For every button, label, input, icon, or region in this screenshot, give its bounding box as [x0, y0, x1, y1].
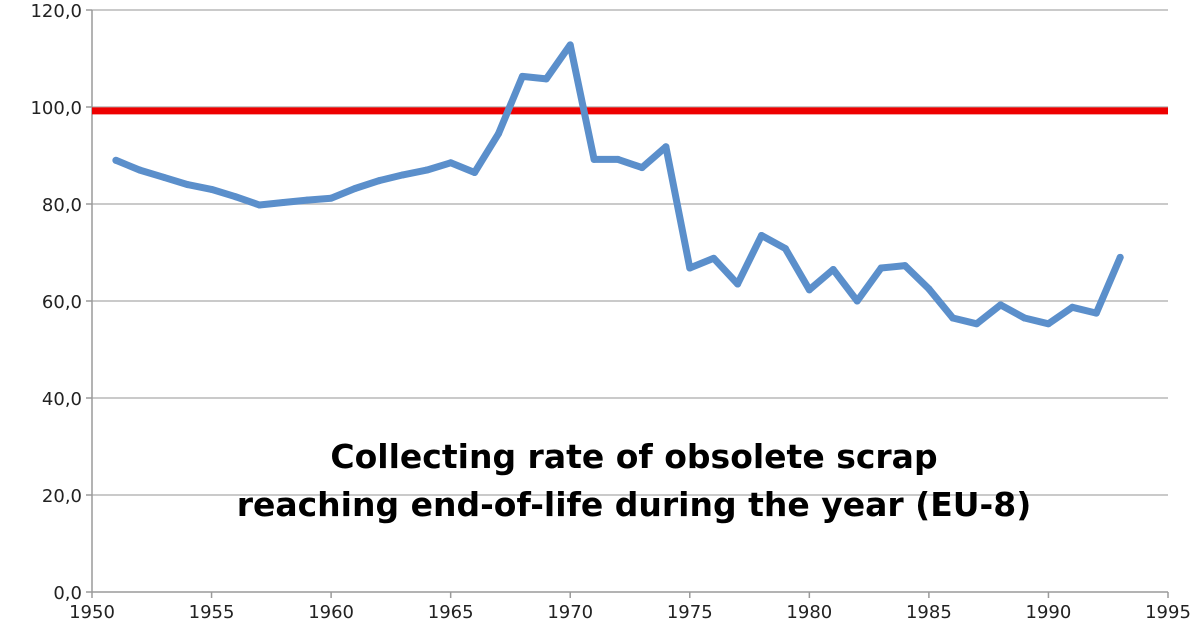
data-point-1972: [614, 155, 622, 163]
x-tick-label-1: 1955: [189, 602, 235, 623]
data-point-1968: [518, 72, 526, 80]
y-tick-label-4: 80,0: [42, 195, 82, 216]
data-point-1989: [1021, 314, 1029, 322]
data-point-1991: [1068, 303, 1076, 311]
data-point-1958: [279, 199, 287, 207]
data-point-1971: [590, 155, 598, 163]
data-point-1970: [566, 41, 574, 49]
data-point-1986: [949, 314, 957, 322]
data-point-1966: [471, 168, 479, 176]
data-point-1983: [877, 264, 885, 272]
data-point-1975: [686, 264, 694, 272]
y-tick-label-3: 60,0: [42, 292, 82, 313]
x-tick-label-3: 1965: [428, 602, 474, 623]
data-point-1978: [758, 232, 766, 240]
x-tick-label-5: 1975: [667, 602, 713, 623]
data-point-1956: [231, 193, 239, 201]
y-tick-label-6: 120,0: [30, 1, 82, 22]
y-tick-label-2: 40,0: [42, 389, 82, 410]
data-point-1953: [160, 173, 168, 181]
gridlines: [92, 9, 1168, 496]
y-tick-label-5: 100,0: [30, 98, 82, 119]
x-tick-label-8: 1990: [1026, 602, 1072, 623]
data-point-1974: [662, 143, 670, 151]
axes: [86, 9, 1169, 598]
data-point-1990: [1044, 320, 1052, 328]
data-point-1984: [901, 262, 909, 270]
data-point-1967: [494, 130, 502, 138]
data-point-1976: [710, 254, 718, 262]
series-layer: [112, 41, 1124, 328]
data-point-1979: [781, 245, 789, 253]
y-tick-label-1: 20,0: [42, 486, 82, 507]
data-point-1959: [303, 196, 311, 204]
series-line-0: [112, 41, 1124, 328]
data-point-1960: [327, 194, 335, 202]
data-point-1952: [136, 166, 144, 174]
tick-labels: 0,0 20,0 40,0 60,0 80,0 100,0 120,0 1950 1955 196…: [30, 1, 1190, 623]
annotation-line-1: Collecting rate of obsolete scrap: [330, 437, 937, 476]
data-point-1954: [184, 181, 192, 189]
data-point-1962: [375, 177, 383, 185]
data-point-1961: [351, 184, 359, 192]
data-point-1964: [423, 166, 431, 174]
x-tick-label-4: 1970: [547, 602, 593, 623]
data-point-1977: [734, 280, 742, 288]
annotation-line-2: reaching end-of-life during the year (EU…: [237, 485, 1032, 524]
data-point-1980: [805, 286, 813, 294]
data-point-1992: [1092, 309, 1100, 317]
data-point-1951: [112, 156, 120, 164]
data-point-1987: [973, 320, 981, 328]
data-point-1957: [255, 201, 263, 209]
data-point-1965: [447, 159, 455, 167]
data-point-1985: [925, 285, 933, 293]
data-point-1993: [1116, 253, 1124, 261]
x-tick-label-6: 1980: [786, 602, 832, 623]
x-tick-label-2: 1960: [308, 602, 354, 623]
data-point-1969: [542, 75, 550, 83]
y-tick-label-0: 0,0: [53, 583, 82, 604]
data-point-1973: [638, 164, 646, 172]
data-point-1963: [399, 171, 407, 179]
x-tick-label-7: 1985: [906, 602, 952, 623]
data-point-1988: [997, 301, 1005, 309]
x-tick-label-9: 1995: [1145, 602, 1191, 623]
data-point-1955: [208, 185, 216, 193]
x-tick-label-0: 1950: [69, 602, 115, 623]
chart-annotation: Collecting rate of obsolete scrap reachi…: [237, 437, 1032, 524]
data-point-1981: [829, 265, 837, 273]
data-point-1982: [853, 297, 861, 305]
